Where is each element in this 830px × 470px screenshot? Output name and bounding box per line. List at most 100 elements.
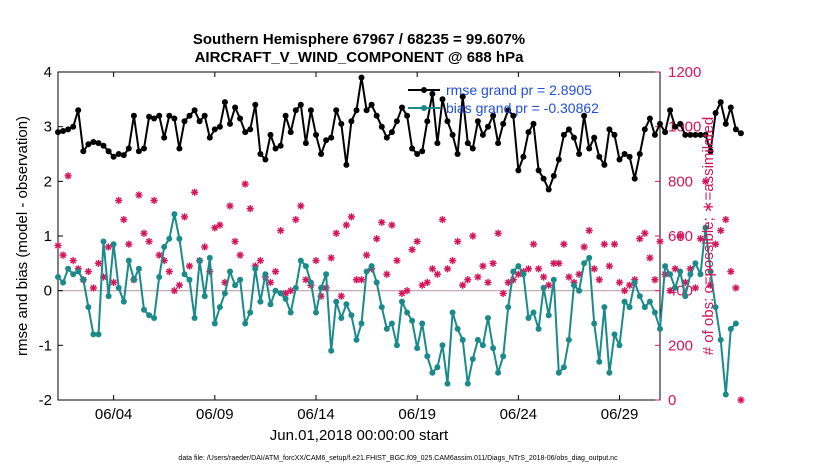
obs-point-stroke (484, 279, 492, 286)
rmse-point (505, 107, 512, 114)
bias-point (500, 353, 507, 360)
rmse-point (677, 120, 684, 127)
bias-point (657, 325, 663, 332)
rmse-point (495, 140, 502, 147)
obs-point-stroke (409, 246, 416, 253)
bias-point (191, 315, 198, 321)
rmse-point (702, 131, 709, 138)
obs-point (211, 224, 219, 232)
obs-point-stroke (338, 293, 345, 300)
x-tick-label: 06/29 (601, 406, 639, 423)
bias-point (227, 268, 233, 275)
rmse-point (672, 123, 679, 130)
x-tick-label: 06/14 (297, 406, 335, 423)
bias-point (216, 304, 223, 311)
rmse-point (439, 96, 446, 103)
obs-point-stroke (70, 257, 77, 264)
rmse-point (419, 148, 426, 155)
chart-title-line1: Southern Hemisphere 67967 / 68235 = 99.6… (193, 31, 525, 48)
obs-point-stroke (272, 268, 279, 275)
rmse-point (404, 112, 411, 119)
obs-point-stroke (231, 238, 239, 245)
bias-point (495, 369, 502, 376)
obs-point (403, 287, 411, 295)
bias-point (388, 320, 395, 327)
obs-point-stroke (388, 221, 395, 229)
rmse-point (500, 120, 507, 127)
obs-point (696, 235, 705, 243)
bias-point (485, 315, 491, 321)
obs-point-stroke (469, 232, 476, 240)
rmse-point (429, 90, 436, 97)
rmse-point (55, 129, 61, 136)
bias-point (505, 304, 512, 311)
y-left-tick-label: 4 (44, 64, 52, 81)
obs-point (691, 284, 700, 292)
bias-point (100, 238, 107, 245)
legend-bias-marker (421, 105, 427, 111)
obs-point (145, 237, 153, 246)
bias-point (75, 268, 82, 275)
obs-point (469, 232, 477, 240)
rmse-point (227, 120, 233, 127)
obs-point-stroke (54, 242, 62, 249)
legend: rmse grand pr = 2.8905 bias grand pr = -… (408, 82, 599, 116)
obs-point-stroke (732, 284, 739, 292)
rmse-point (616, 156, 623, 163)
obs-point-stroke (722, 216, 729, 223)
bias-point (247, 309, 254, 316)
obs-point-stroke (626, 282, 633, 289)
rmse-point (479, 131, 486, 138)
bias-point (130, 276, 137, 283)
bias-point (727, 325, 734, 332)
rmse-point (424, 118, 431, 125)
bias-point (525, 315, 532, 321)
bias-point (393, 342, 400, 349)
obs-point (408, 246, 416, 254)
obs-point-stroke (414, 238, 421, 245)
y-right-tick-label: 1200 (668, 64, 701, 81)
rmse-point (75, 107, 82, 114)
obs-point (459, 281, 467, 289)
obs-point-stroke (429, 265, 436, 272)
obs-point-stroke (489, 260, 497, 267)
bias-point (292, 284, 299, 291)
rmse-point (393, 118, 400, 125)
rmse-point (232, 104, 239, 111)
bias-point (667, 271, 674, 278)
bias-point (722, 391, 729, 398)
obs-point-stroke (651, 276, 659, 283)
bias-point (70, 271, 77, 278)
obs-point (610, 240, 619, 248)
obs-point (292, 216, 300, 224)
bias-point (333, 298, 340, 305)
obs-point-stroke (242, 180, 249, 188)
obs-point-stroke (474, 273, 481, 281)
bias-point (125, 257, 132, 264)
obs-point-stroke (85, 268, 92, 275)
bias-point (717, 336, 724, 343)
obs-point (454, 237, 462, 246)
obs-point-stroke (348, 213, 355, 220)
bias-point (211, 320, 218, 327)
rmse-point (237, 115, 244, 122)
obs-point-stroke (115, 197, 122, 204)
obs-point-stroke (565, 273, 573, 281)
obs-point-stroke (500, 290, 507, 297)
obs-point (216, 221, 224, 229)
rmse-point (712, 110, 719, 116)
obs-point-stroke (525, 265, 532, 272)
rmse-point (525, 129, 532, 136)
bias-point (328, 347, 335, 354)
rmse-series (55, 74, 744, 193)
bias-point (242, 320, 249, 327)
obs-point (555, 259, 563, 267)
rmse-point (267, 131, 274, 138)
bias-point (565, 336, 572, 343)
obs-point (231, 237, 239, 246)
obs-point (256, 257, 264, 265)
obs-point (722, 216, 730, 224)
bias-point (611, 331, 618, 338)
rmse-point (459, 93, 466, 100)
